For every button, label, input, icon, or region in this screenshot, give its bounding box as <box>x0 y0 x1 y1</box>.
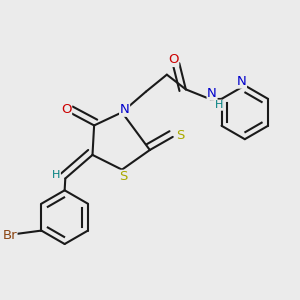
Text: N: N <box>207 87 217 100</box>
Text: S: S <box>176 129 184 142</box>
Text: N: N <box>120 103 130 116</box>
Text: S: S <box>119 170 128 183</box>
Text: O: O <box>61 103 71 116</box>
Text: H: H <box>52 169 60 180</box>
Text: H: H <box>214 100 223 110</box>
Text: Br: Br <box>2 229 17 242</box>
Text: N: N <box>237 75 246 88</box>
Text: O: O <box>168 53 178 66</box>
